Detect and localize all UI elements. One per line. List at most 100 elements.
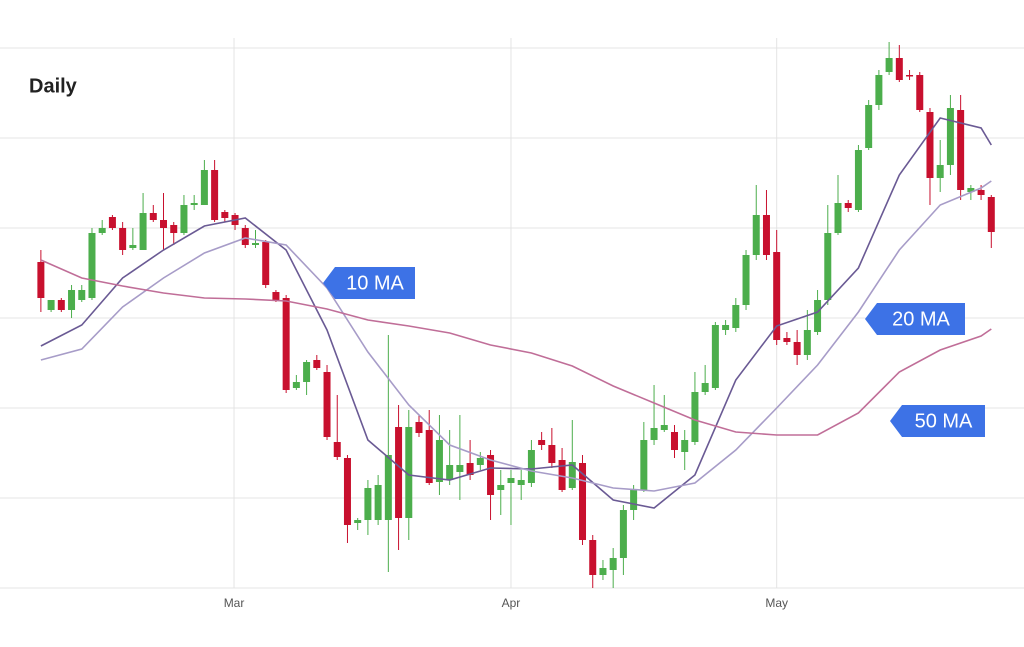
candle-body (476, 458, 484, 465)
candle-body (916, 75, 924, 110)
candle-body (456, 465, 464, 472)
chart-title: Daily (29, 75, 78, 97)
x-tick-label: Mar (224, 596, 245, 610)
candle-body (762, 215, 770, 255)
ma-tag (865, 303, 965, 335)
candle-body (630, 490, 638, 510)
ma-tag (890, 405, 985, 437)
candle-body (589, 540, 597, 575)
candle-body (354, 520, 362, 523)
candle-body (303, 362, 311, 382)
series-labels: 10 MA 20 MA 50 MA (323, 267, 985, 437)
candle-body (619, 510, 627, 558)
ma-line (40, 259, 992, 436)
candle-body (865, 105, 873, 148)
candle-body (507, 478, 515, 483)
candle-body (323, 372, 331, 437)
candle-body (670, 432, 678, 450)
ma-tag (323, 267, 415, 299)
candle-body (149, 213, 157, 220)
candles (37, 42, 995, 588)
candle-body (282, 298, 290, 390)
candle-body (885, 58, 893, 72)
candle-body (548, 445, 556, 463)
moving-averages (40, 117, 992, 509)
ma-label: 10 MA (346, 272, 404, 294)
ma-line (40, 180, 992, 492)
candle-body (609, 558, 617, 570)
candle-body (119, 228, 127, 250)
candle-body (824, 233, 832, 300)
candle-body (701, 383, 709, 392)
candle-body (98, 228, 106, 233)
candle-body (967, 188, 975, 192)
candle-body (517, 480, 525, 485)
candle-body (660, 425, 668, 430)
candle-body (752, 215, 760, 255)
candle-body (47, 300, 55, 310)
candle-body (895, 58, 903, 80)
ma-label: 20 MA (892, 308, 950, 330)
candle-body (946, 108, 954, 165)
candle-body (425, 430, 433, 483)
candle-body (538, 440, 546, 445)
candle-body (599, 568, 607, 575)
candle-body (783, 338, 791, 342)
candle-body (558, 460, 566, 490)
candle-body (384, 455, 392, 520)
candle-body (926, 112, 934, 178)
candle-body (732, 305, 740, 328)
candle-body (906, 75, 914, 77)
candle-body (681, 440, 689, 452)
candle-body (568, 462, 576, 488)
candle-body (640, 440, 648, 490)
candle-body (88, 233, 96, 298)
candle-body (170, 225, 178, 233)
candle-body (343, 458, 351, 525)
candle-body (650, 428, 658, 440)
candle-body (691, 392, 699, 442)
candle-body (251, 243, 259, 245)
candle-body (936, 165, 944, 178)
candle-body (272, 292, 280, 300)
candle-body (57, 300, 65, 310)
candle-body (497, 485, 505, 490)
candle-body (333, 442, 341, 457)
candle-body (722, 325, 730, 330)
candle-body (221, 212, 229, 218)
candle-body (527, 450, 535, 483)
candle-body (160, 220, 168, 228)
candle-body (977, 190, 985, 195)
candle-body (37, 262, 45, 298)
candle-body (139, 213, 147, 250)
candle-body (129, 245, 137, 248)
candle-body (854, 150, 862, 210)
candle-body (711, 325, 719, 388)
candle-body (415, 422, 423, 433)
candle-body (435, 440, 443, 482)
candle-body (773, 252, 781, 340)
candle-body (803, 330, 811, 355)
candle-body (395, 427, 403, 518)
candle-body (190, 203, 198, 205)
candle-body (844, 203, 852, 208)
candle-body (364, 488, 372, 520)
candle-body (241, 228, 249, 245)
candle-body (957, 110, 965, 190)
candle-body (374, 485, 382, 520)
ma-line (40, 117, 992, 509)
candle-body (78, 290, 86, 300)
candle-body (292, 382, 300, 388)
candle-body (180, 205, 188, 233)
ma-label: 50 MA (915, 410, 973, 432)
candle-body (200, 170, 208, 205)
candle-body (108, 217, 116, 228)
candle-body (834, 203, 842, 233)
candle-body (742, 255, 750, 305)
candle-body (405, 427, 413, 518)
candle-body (466, 463, 474, 475)
candle-body (793, 342, 801, 355)
candle-body (68, 290, 76, 310)
candle-body (313, 360, 321, 368)
